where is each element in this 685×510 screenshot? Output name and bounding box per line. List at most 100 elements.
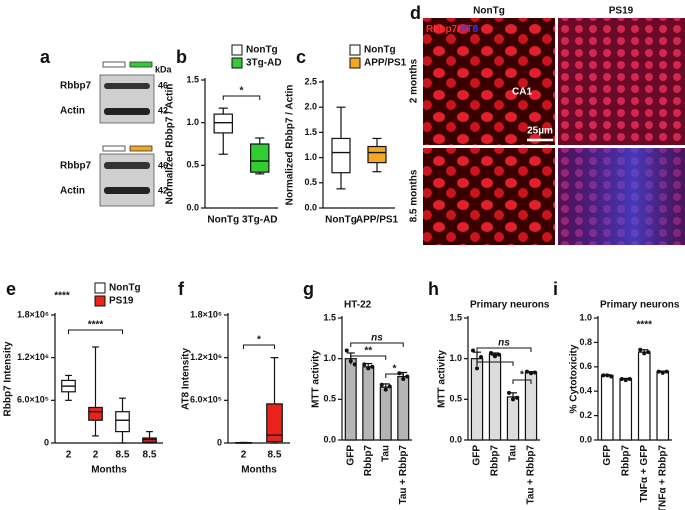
legend-label: NonTg: [364, 45, 396, 56]
x-axis-label: Months: [241, 465, 277, 476]
region-label: CA1: [512, 87, 532, 98]
y-tick-label: 6.0×10⁵: [17, 395, 49, 405]
x-tick-label: Tau + Rbbp7: [526, 445, 537, 505]
blot-label: Rbbp7: [60, 81, 92, 92]
kda: 46: [158, 80, 168, 90]
y-tick-label: 1.0: [579, 312, 592, 322]
bar: [470, 358, 484, 441]
band: [104, 83, 150, 89]
significance: **: [364, 346, 372, 357]
panel-letter: a: [40, 47, 51, 67]
chart-title: Primary neurons: [470, 300, 550, 311]
significance: ****: [54, 291, 70, 302]
significance: ****: [88, 320, 104, 331]
x-tick-label: TNFα + Rbbp7: [657, 445, 668, 510]
bar: [600, 374, 614, 441]
x-tick-label: 2: [66, 450, 72, 461]
data-point: [493, 354, 497, 359]
kda: 46: [158, 160, 168, 170]
box: [266, 403, 283, 443]
panel-letter: d: [410, 3, 421, 23]
bar: [619, 378, 633, 441]
lane-key: [129, 61, 153, 68]
data-point: [370, 364, 375, 369]
data-point: [646, 350, 651, 355]
bar: [362, 366, 375, 441]
legend-swatch: [94, 295, 106, 307]
y-tick-label: 1.0: [304, 152, 317, 162]
y-tick-label: 0: [44, 437, 49, 447]
legend-label: NonTg: [246, 45, 278, 56]
x-tick-label: 8.5: [143, 450, 157, 461]
y-axis-label: MTT activity: [437, 350, 448, 408]
y-axis-label: AT8 Intensity: [181, 348, 192, 410]
data-point: [525, 369, 529, 374]
legend-swatch: [231, 44, 243, 56]
chart-title: HT-22: [344, 300, 372, 311]
y-tick-label: 1.0: [449, 353, 462, 363]
kda-unit: kDa: [155, 64, 173, 74]
significance: *: [393, 364, 397, 375]
stain: Rbbp7: [426, 24, 458, 35]
y-tick-label: 6.0×10⁵: [190, 395, 222, 405]
significance-bracket: [476, 361, 514, 366]
micrograph: [558, 18, 685, 145]
data-point: [529, 371, 533, 376]
micrograph: [423, 148, 555, 245]
data-point: [397, 371, 402, 376]
panel-letter: i: [553, 279, 558, 299]
y-tick-label: 0: [217, 437, 222, 447]
bar: [344, 358, 357, 441]
data-point: [660, 370, 665, 375]
y-tick-label: 1.0: [186, 117, 199, 127]
row-label: 2 months: [409, 58, 420, 103]
bar: [488, 354, 502, 441]
x-tick-label: 8.5: [268, 450, 282, 461]
significance: **: [491, 352, 499, 363]
x-tick-label: Rbbp7: [490, 445, 501, 477]
y-tick-label: 0.4: [579, 386, 592, 396]
data-point: [511, 397, 515, 402]
data-point: [619, 377, 624, 381]
data-point: [405, 374, 410, 379]
data-point: [471, 348, 475, 353]
significance-bracket: [68, 329, 123, 334]
legend-swatch: [94, 282, 106, 294]
data-point: [638, 347, 643, 352]
x-tick-label: APP/PS1: [356, 215, 399, 226]
scale-label: 25µm: [527, 126, 553, 137]
y-tick-label: 0.5: [186, 160, 199, 170]
micrograph-overlay: [558, 148, 685, 245]
significance-bracket: [350, 355, 387, 360]
box: [115, 411, 130, 433]
column-label: NonTg: [473, 6, 505, 17]
lane-key: [129, 145, 153, 152]
y-tick-label: 1.0: [323, 353, 336, 363]
y-tick-label: 0.0: [323, 434, 336, 444]
y-axis-label: MTT activity: [311, 350, 322, 408]
significance: *: [257, 335, 261, 346]
stain-sep: /: [457, 24, 460, 35]
panel-letter: c: [296, 47, 306, 67]
y-tick-label: 1.5: [186, 74, 199, 84]
data-point: [475, 366, 479, 371]
y-tick-label: 1.8×10⁶: [17, 309, 49, 319]
data-point: [605, 373, 610, 378]
band: [104, 108, 150, 115]
bar: [637, 351, 651, 441]
blot-label: Rbbp7: [60, 161, 92, 172]
panel-letter: f: [178, 279, 185, 299]
significance-bracket: [512, 379, 532, 384]
panel-d: d NonTg PS19 Rbbp7/AT8 CA1 25µm 2 months…: [409, 3, 685, 245]
x-axis-label: Months: [91, 465, 127, 476]
data-point: [352, 362, 357, 367]
box: [88, 406, 103, 421]
legend-swatch: [349, 44, 361, 56]
micrograph: [423, 18, 555, 145]
legend-swatch: [349, 57, 361, 69]
y-axis-label: Rbbp7 Intensity: [3, 341, 14, 416]
legend-label: 3Tg-AD: [246, 58, 282, 69]
panel-a: a kDa Rbbp7 Actin 46 42 Rbbp7 Actin 46 4…: [40, 47, 173, 207]
stain: AT8: [460, 24, 479, 35]
blot: [99, 153, 155, 207]
